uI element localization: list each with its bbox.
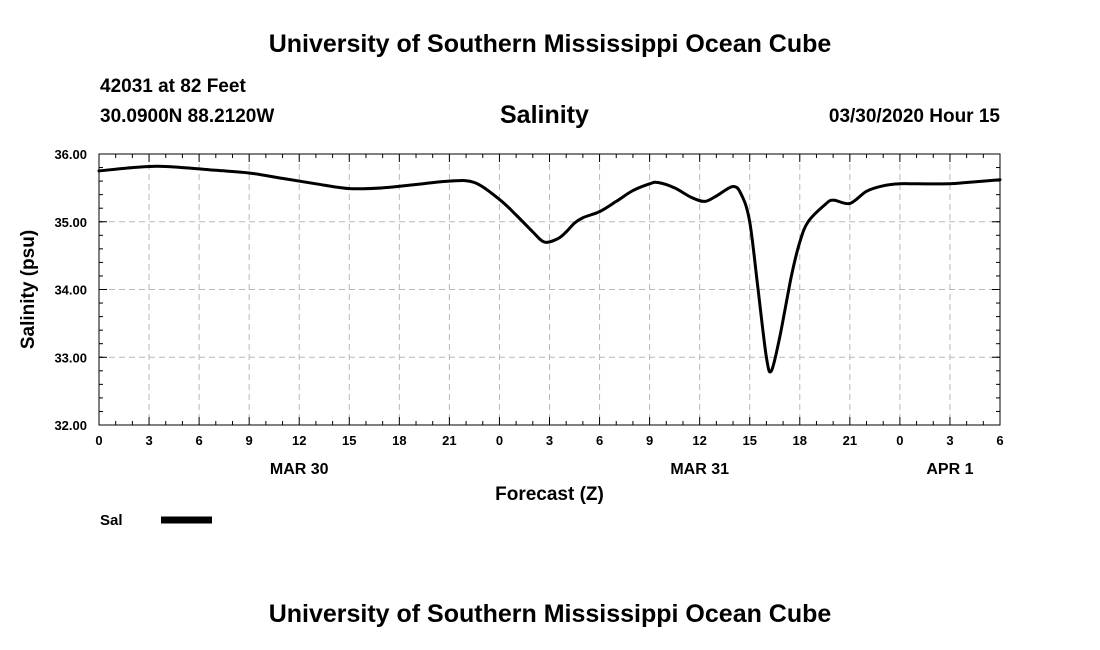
x-tick-label: 21 xyxy=(843,433,857,448)
date-label: APR 1 xyxy=(926,461,973,478)
x-tick-label: 3 xyxy=(546,433,553,448)
x-tick-label: 12 xyxy=(692,433,706,448)
x-tick-label: 18 xyxy=(793,433,807,448)
top-title: University of Southern Mississippi Ocean… xyxy=(268,30,832,58)
grid xyxy=(99,154,1000,425)
x-tick-label: 0 xyxy=(896,433,903,448)
x-tick-label: 0 xyxy=(496,433,503,448)
station-label: 42031 at 82 Feet xyxy=(100,76,246,97)
coordinates-label: 30.0900N 88.2120W xyxy=(100,106,275,127)
y-tick-label: 36.00 xyxy=(54,147,87,162)
y-tick-label: 34.00 xyxy=(54,283,87,298)
x-tick-label: 15 xyxy=(742,433,756,448)
y-axis-label: Salinity (psu) xyxy=(18,230,39,349)
date-label: MAR 30 xyxy=(270,461,329,478)
x-tick-label: 21 xyxy=(442,433,456,448)
y-tick-label: 33.00 xyxy=(54,350,87,365)
run-time-label: 03/30/2020 Hour 15 xyxy=(828,106,1000,127)
series-line-sal xyxy=(97,164,1002,374)
x-tick-label: 6 xyxy=(996,433,1003,448)
tick-labels: 0 3 6 9 12 15 18 21 0 3 6 9 12 15 18 21 0 3 6 32.00 33.00 34.… xyxy=(54,147,1003,478)
x-tick-label: 9 xyxy=(646,433,653,448)
x-tick-label: 15 xyxy=(342,433,356,448)
legend-label: Sal xyxy=(100,512,123,529)
x-tick-label: 12 xyxy=(292,433,306,448)
date-label: MAR 31 xyxy=(670,461,729,478)
y-tick-label: 35.00 xyxy=(54,215,87,230)
x-tick-label: 6 xyxy=(195,433,202,448)
x-axis-label: Forecast (Z) xyxy=(495,484,604,505)
x-tick-label: 3 xyxy=(946,433,953,448)
bottom-title: University of Southern Mississippi Ocean… xyxy=(268,600,832,628)
ticks xyxy=(98,153,1001,426)
x-tick-label: 0 xyxy=(95,433,102,448)
x-tick-label: 18 xyxy=(392,433,406,448)
legend: Sal xyxy=(100,512,212,529)
chart-title: Salinity xyxy=(500,101,589,129)
y-tick-label: 32.00 xyxy=(54,418,87,433)
x-tick-label: 9 xyxy=(246,433,253,448)
x-tick-label: 3 xyxy=(145,433,152,448)
x-tick-label: 6 xyxy=(596,433,603,448)
